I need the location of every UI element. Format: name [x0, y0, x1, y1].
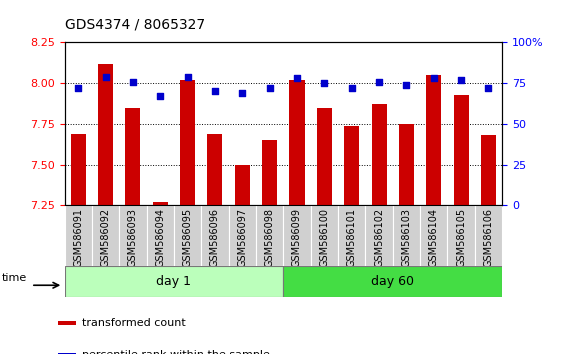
Bar [338, 205, 365, 266]
Text: GSM586094: GSM586094 [155, 208, 165, 267]
Bar [98, 64, 113, 205]
Text: time: time [1, 273, 26, 282]
Point [429, 75, 438, 81]
Bar [393, 205, 420, 266]
Bar [65, 266, 283, 297]
Bar [256, 205, 283, 266]
Bar [344, 126, 359, 205]
Bar [174, 205, 201, 266]
Text: GDS4374 / 8065327: GDS4374 / 8065327 [65, 18, 205, 32]
Bar [289, 80, 305, 205]
Bar [371, 104, 387, 205]
Bar [420, 205, 448, 266]
Bar [125, 108, 140, 205]
Bar [201, 205, 229, 266]
Point [375, 79, 384, 84]
Point [73, 85, 82, 91]
Bar [229, 205, 256, 266]
Bar [146, 205, 174, 266]
Bar [58, 321, 76, 325]
Point [457, 77, 466, 83]
Bar [180, 80, 195, 205]
Bar [481, 135, 496, 205]
Text: GSM586091: GSM586091 [73, 208, 83, 267]
Bar [58, 353, 76, 354]
Bar [475, 205, 502, 266]
Bar [65, 205, 92, 266]
Point [292, 75, 301, 81]
Bar [283, 266, 502, 297]
Text: GSM586100: GSM586100 [319, 208, 329, 267]
Point [402, 82, 411, 88]
Text: GSM586098: GSM586098 [265, 208, 275, 267]
Bar [92, 205, 119, 266]
Point [183, 74, 192, 80]
Text: day 60: day 60 [371, 275, 414, 288]
Bar [399, 124, 414, 205]
Bar [365, 205, 393, 266]
Text: percentile rank within the sample: percentile rank within the sample [82, 350, 270, 354]
Text: GSM586095: GSM586095 [182, 208, 192, 268]
Text: GSM586101: GSM586101 [347, 208, 357, 267]
Text: GSM586105: GSM586105 [456, 208, 466, 268]
Point [210, 88, 219, 94]
Bar [71, 134, 86, 205]
Bar [208, 134, 223, 205]
Text: GSM586097: GSM586097 [237, 208, 247, 268]
Bar [234, 165, 250, 205]
Text: transformed count: transformed count [82, 318, 186, 328]
Text: GSM586099: GSM586099 [292, 208, 302, 267]
Point [265, 85, 274, 91]
Bar [283, 205, 311, 266]
Bar [262, 140, 277, 205]
Text: GSM586092: GSM586092 [100, 208, 111, 268]
Text: GSM586104: GSM586104 [429, 208, 439, 267]
Text: GSM586103: GSM586103 [401, 208, 411, 267]
Bar [317, 108, 332, 205]
Bar [448, 205, 475, 266]
Point [484, 85, 493, 91]
Point [347, 85, 356, 91]
Bar [119, 205, 146, 266]
Point [156, 93, 165, 99]
Text: day 1: day 1 [157, 275, 191, 288]
Text: GSM586106: GSM586106 [484, 208, 494, 267]
Bar [426, 75, 442, 205]
Text: GSM586096: GSM586096 [210, 208, 220, 267]
Point [101, 74, 110, 80]
Point [128, 79, 137, 84]
Bar [453, 95, 468, 205]
Point [238, 90, 247, 96]
Bar [153, 202, 168, 205]
Text: GSM586102: GSM586102 [374, 208, 384, 268]
Text: GSM586093: GSM586093 [128, 208, 138, 267]
Bar [311, 205, 338, 266]
Point [320, 80, 329, 86]
